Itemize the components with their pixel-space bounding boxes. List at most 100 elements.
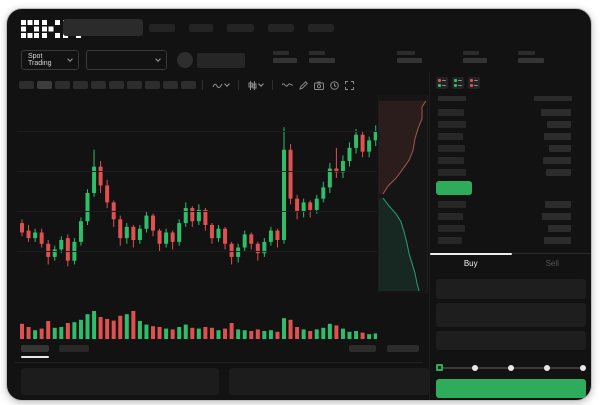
bottom-tab-active[interactable] <box>21 345 49 352</box>
ask-row[interactable] <box>430 109 591 116</box>
amount-slider[interactable] <box>436 363 586 373</box>
bid-row[interactable] <box>430 213 591 220</box>
volume-bar <box>223 328 228 339</box>
market-type-dropdown[interactable]: Spot Trading <box>21 50 79 70</box>
amount-input[interactable] <box>436 303 586 327</box>
slider-stop[interactable] <box>544 365 550 371</box>
navbar <box>7 9 591 47</box>
timeframe-button[interactable] <box>127 81 142 89</box>
volume-bar <box>33 330 38 339</box>
nav-item[interactable] <box>268 24 294 32</box>
volume-bar <box>124 314 129 339</box>
book-asks-icon[interactable] <box>468 77 480 89</box>
draw-button[interactable] <box>299 80 308 90</box>
stat-label-placeholder <box>397 51 415 55</box>
indicator-icon <box>212 83 223 89</box>
candles-canvas <box>20 125 378 267</box>
bottom-action-button[interactable] <box>387 345 419 352</box>
nav-item[interactable] <box>227 24 254 32</box>
timeframe-button[interactable] <box>91 81 106 89</box>
pair-dropdown[interactable] <box>86 50 167 70</box>
slider-stop[interactable] <box>472 365 478 371</box>
ask-row[interactable] <box>430 145 591 152</box>
bottom-tab[interactable] <box>59 345 89 352</box>
volume-bar <box>327 323 332 339</box>
ticker-stat <box>518 51 544 63</box>
nav-item[interactable] <box>149 24 175 32</box>
bid-row[interactable] <box>430 237 591 244</box>
amount-placeholder <box>541 109 571 116</box>
timeframe-button[interactable] <box>55 81 70 89</box>
orderbook-panel: Buy Sell <box>429 73 591 400</box>
grid-line <box>17 131 377 132</box>
volume-bar <box>118 315 123 339</box>
timeframe-button[interactable] <box>163 81 178 89</box>
volume-bar <box>59 327 64 339</box>
ask-row[interactable] <box>430 169 591 176</box>
slider-stop-handle[interactable] <box>436 364 443 371</box>
timeframe-button[interactable] <box>73 81 88 89</box>
toolbar-separator <box>238 80 239 90</box>
volume-bar <box>242 330 247 339</box>
timeframe-button[interactable] <box>19 81 34 89</box>
volume-bar <box>164 328 169 339</box>
volume-bar <box>209 327 214 339</box>
candle-body <box>236 247 241 257</box>
price-input[interactable] <box>436 279 586 299</box>
wave-icon <box>282 83 293 87</box>
chart-type-dropdown[interactable] <box>248 80 264 90</box>
candlestick-chart[interactable] <box>17 95 378 293</box>
fullscreen-icon <box>345 80 354 90</box>
candle-body <box>105 185 110 203</box>
slider-stop[interactable] <box>580 365 586 371</box>
volume-bar <box>249 331 254 339</box>
volume-bar <box>72 322 77 339</box>
screenshot-button[interactable] <box>314 81 324 90</box>
timeframe-button[interactable] <box>145 81 160 89</box>
volume-bar <box>268 330 273 339</box>
depth-asks-fill <box>379 100 426 194</box>
orderbook-header-price <box>438 96 466 101</box>
buy-button[interactable] <box>436 379 586 398</box>
search-input[interactable] <box>63 19 143 36</box>
indicator-dropdown[interactable] <box>212 81 230 89</box>
bid-row[interactable] <box>430 225 591 232</box>
timeframe-button[interactable] <box>37 81 52 89</box>
candle-body <box>347 147 352 162</box>
bid-row[interactable] <box>430 201 591 208</box>
ask-row[interactable] <box>430 121 591 128</box>
timeframe-button[interactable] <box>181 81 196 89</box>
grid-line <box>17 171 377 172</box>
nav-item[interactable] <box>189 24 213 32</box>
compare-button[interactable] <box>282 81 293 89</box>
tab-sell[interactable]: Sell <box>545 259 559 268</box>
nav-item[interactable] <box>308 24 334 32</box>
book-combined-icon[interactable] <box>436 77 448 89</box>
last-price-badge[interactable] <box>436 181 472 195</box>
total-input[interactable] <box>436 331 586 350</box>
bottom-action-button[interactable] <box>349 345 376 352</box>
candle-body <box>85 193 90 222</box>
tab-buy[interactable]: Buy <box>463 259 478 268</box>
candle-body <box>65 238 70 261</box>
price-placeholder <box>438 225 465 232</box>
candle-body <box>373 130 378 141</box>
volume-bar <box>65 323 70 339</box>
fullscreen-button[interactable] <box>345 80 354 90</box>
volume-bar <box>190 327 195 339</box>
depth-chart[interactable] <box>378 95 428 293</box>
volume-bar <box>98 317 103 339</box>
candle-body <box>295 198 300 212</box>
volume-bar <box>137 321 142 339</box>
depth-canvas <box>379 100 427 292</box>
history-button[interactable] <box>330 80 339 90</box>
draw-icon <box>299 80 308 90</box>
volume-bar <box>92 311 97 339</box>
ask-row[interactable] <box>430 133 591 140</box>
active-tab-underline <box>21 356 49 358</box>
slider-stop[interactable] <box>508 365 514 371</box>
volume-bar <box>334 325 339 339</box>
ask-row[interactable] <box>430 157 591 164</box>
book-bids-icon[interactable] <box>452 77 464 89</box>
timeframe-button[interactable] <box>109 81 124 89</box>
